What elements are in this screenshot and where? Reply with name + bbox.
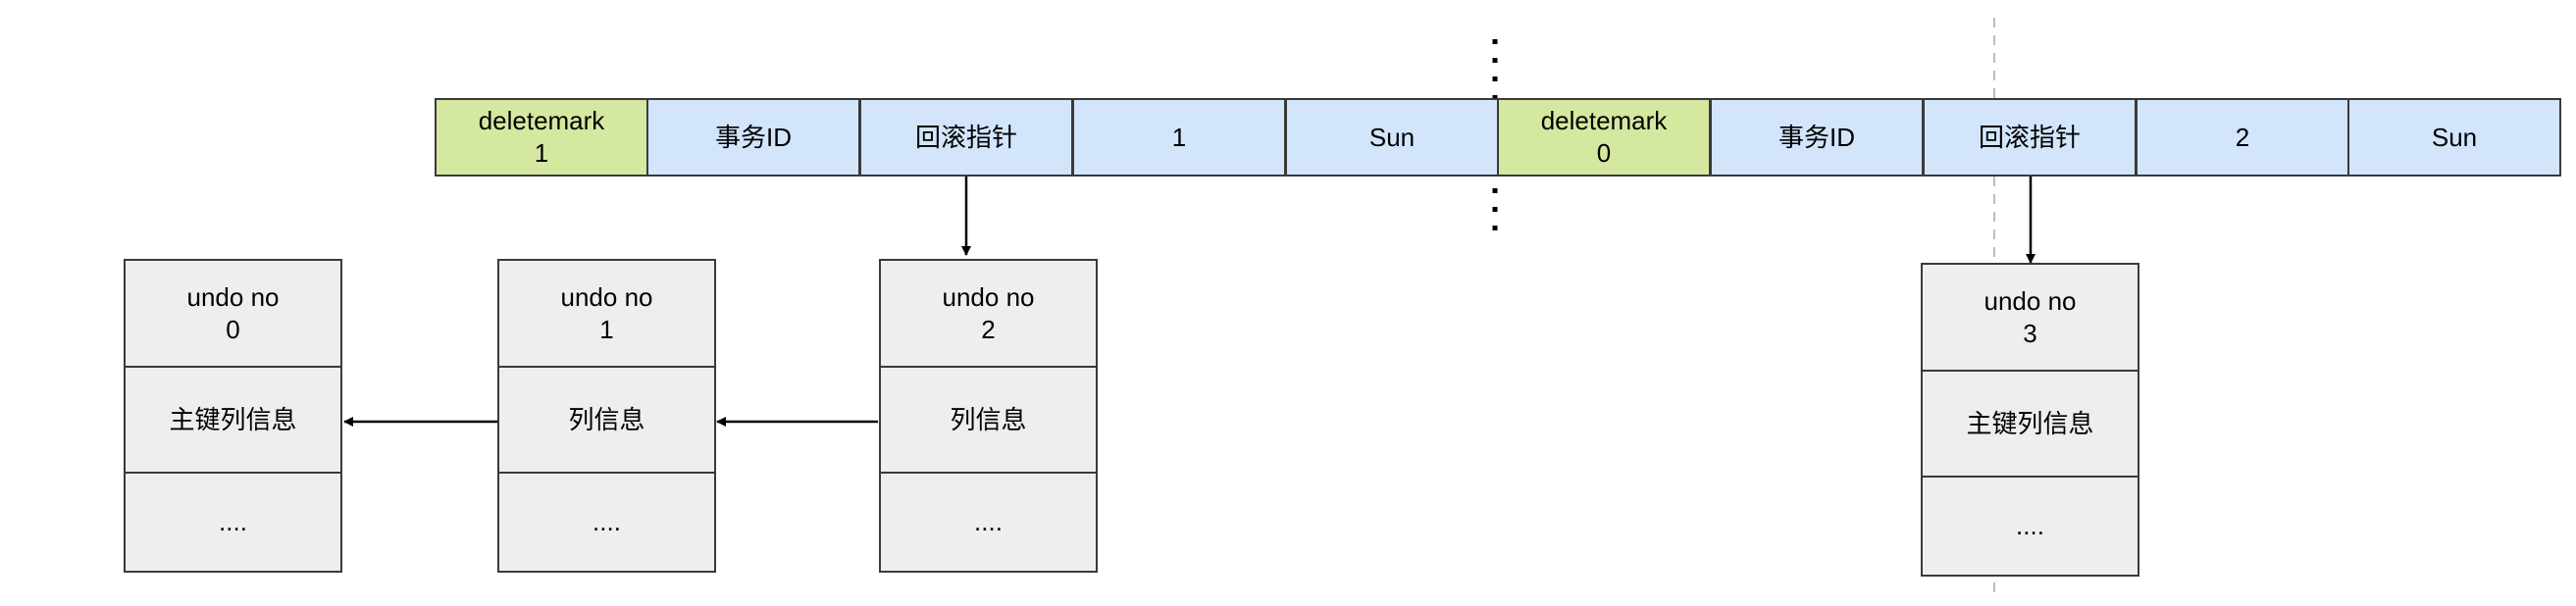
undo-info-cell: 主键列信息 <box>124 366 342 474</box>
rollback-pointer-cell: 回滚指针 <box>859 98 1073 177</box>
transaction-id-cell: 事务ID <box>646 98 860 177</box>
name-value-cell: Sun <box>1285 98 1499 177</box>
undo-rest-cell: .... <box>879 472 1098 573</box>
undo-rest-cell: .... <box>1921 476 2139 577</box>
undo-rest-cell: .... <box>497 472 716 573</box>
rollback-pointer-cell: 回滚指针 <box>1923 98 2137 177</box>
undo-info-cell: 列信息 <box>879 366 1098 474</box>
undo-rest-cell: .... <box>124 472 342 573</box>
id-value-cell: 2 <box>2136 98 2349 177</box>
undo-no-header: undo no 2 <box>879 259 1098 368</box>
transaction-id-cell: 事务ID <box>1710 98 1924 177</box>
undo-no-header: undo no 1 <box>497 259 716 368</box>
deletemark-cell: deletemark 1 <box>435 98 648 177</box>
id-value-cell: 1 <box>1072 98 1286 177</box>
undo-info-cell: 列信息 <box>497 366 716 474</box>
deletemark-cell: deletemark 0 <box>1497 98 1711 177</box>
name-value-cell: Sun <box>2347 98 2561 177</box>
undo-no-header: undo no 0 <box>124 259 342 368</box>
undo-no-header: undo no 3 <box>1921 263 2139 372</box>
undo-info-cell: 主键列信息 <box>1921 370 2139 478</box>
